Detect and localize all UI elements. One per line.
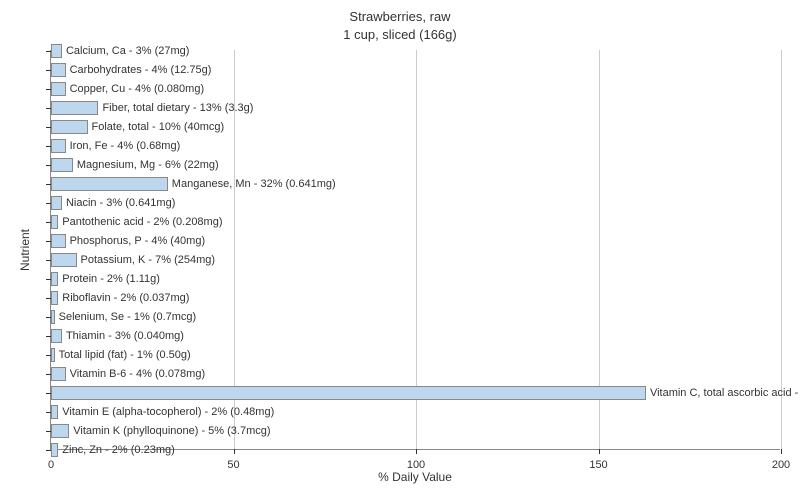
bar-label: Vitamin E (alpha-tocopherol) - 2% (0.48m… xyxy=(62,406,274,418)
bar xyxy=(51,139,66,153)
bar-row: Magnesium, Mg - 6% (22mg) xyxy=(51,158,219,172)
chart-title: Strawberries, raw 1 cup, sliced (166g) xyxy=(0,0,800,44)
bar xyxy=(51,120,88,134)
x-tick-label: 150 xyxy=(589,459,607,471)
bar xyxy=(51,367,66,381)
bar xyxy=(51,443,58,457)
bar xyxy=(51,196,62,210)
bar xyxy=(51,253,77,267)
bar-label: Potassium, K - 7% (254mg) xyxy=(81,254,216,266)
bar xyxy=(51,234,66,248)
bar-row: Vitamin E (alpha-tocopherol) - 2% (0.48m… xyxy=(51,405,274,419)
bar-row: Vitamin K (phylloquinone) - 5% (3.7mcg) xyxy=(51,424,271,438)
bar-row: Potassium, K - 7% (254mg) xyxy=(51,253,215,267)
bar-label: Pantothenic acid - 2% (0.208mg) xyxy=(62,216,222,228)
bar xyxy=(51,177,168,191)
bar xyxy=(51,291,58,305)
bar-row: Protein - 2% (1.11g) xyxy=(51,272,160,286)
bar-row: Total lipid (fat) - 1% (0.50g) xyxy=(51,348,191,362)
bar-label: Iron, Fe - 4% (0.68mg) xyxy=(70,140,181,152)
x-tick-label: 0 xyxy=(48,459,54,471)
bar-label: Folate, total - 10% (40mcg) xyxy=(92,121,225,133)
bar-label: Fiber, total dietary - 13% (3.3g) xyxy=(102,102,253,114)
bar-row: Manganese, Mn - 32% (0.641mg) xyxy=(51,177,336,191)
bar-row: Phosphorus, P - 4% (40mg) xyxy=(51,234,205,248)
nutrient-chart: Strawberries, raw 1 cup, sliced (166g) 0… xyxy=(0,0,800,500)
bar-row: Vitamin C, total ascorbic acid - 163% (9… xyxy=(51,386,800,400)
bar-row: Iron, Fe - 4% (0.68mg) xyxy=(51,139,180,153)
bar-label: Carbohydrates - 4% (12.75g) xyxy=(70,64,212,76)
bar xyxy=(51,158,73,172)
bar-row: Vitamin B-6 - 4% (0.078mg) xyxy=(51,367,205,381)
bar-row: Copper, Cu - 4% (0.080mg) xyxy=(51,82,204,96)
bar-row: Fiber, total dietary - 13% (3.3g) xyxy=(51,101,253,115)
bar-label: Vitamin B-6 - 4% (0.078mg) xyxy=(70,368,206,380)
bar-label: Protein - 2% (1.11g) xyxy=(62,273,160,285)
x-tick-mark xyxy=(599,449,600,454)
bar xyxy=(51,386,646,400)
bar-label: Magnesium, Mg - 6% (22mg) xyxy=(77,159,219,171)
bar-row: Thiamin - 3% (0.040mg) xyxy=(51,329,184,343)
bar xyxy=(51,44,62,58)
plot-area: 050100150200Calcium, Ca - 3% (27mg)Carbo… xyxy=(50,50,780,450)
bar xyxy=(51,405,58,419)
bar-label: Copper, Cu - 4% (0.080mg) xyxy=(70,83,205,95)
bar-label: Thiamin - 3% (0.040mg) xyxy=(66,330,184,342)
bar-row: Zinc, Zn - 2% (0.23mg) xyxy=(51,443,175,457)
bar-row: Folate, total - 10% (40mcg) xyxy=(51,120,224,134)
bar xyxy=(51,348,55,362)
x-tick-mark xyxy=(416,449,417,454)
x-tick-label: 50 xyxy=(227,459,239,471)
bar xyxy=(51,101,98,115)
x-axis-label: % Daily Value xyxy=(378,470,452,484)
bar-label: Total lipid (fat) - 1% (0.50g) xyxy=(59,349,191,361)
bar xyxy=(51,310,55,324)
bar xyxy=(51,329,62,343)
bar-row: Pantothenic acid - 2% (0.208mg) xyxy=(51,215,223,229)
bar xyxy=(51,215,58,229)
bar-label: Vitamin C, total ascorbic acid - 163% (9… xyxy=(650,387,800,399)
bar-row: Carbohydrates - 4% (12.75g) xyxy=(51,63,211,77)
title-line-2: 1 cup, sliced (166g) xyxy=(343,27,456,42)
bar-label: Vitamin K (phylloquinone) - 5% (3.7mcg) xyxy=(73,425,270,437)
bar-row: Selenium, Se - 1% (0.7mcg) xyxy=(51,310,196,324)
x-tick-mark xyxy=(234,449,235,454)
bar xyxy=(51,272,58,286)
y-axis-label: Nutrient xyxy=(18,229,32,271)
bar-label: Manganese, Mn - 32% (0.641mg) xyxy=(172,178,336,190)
bar-label: Phosphorus, P - 4% (40mg) xyxy=(70,235,206,247)
bar-label: Riboflavin - 2% (0.037mg) xyxy=(62,292,189,304)
title-line-1: Strawberries, raw xyxy=(349,9,450,24)
bar-label: Selenium, Se - 1% (0.7mcg) xyxy=(59,311,197,323)
bar-label: Calcium, Ca - 3% (27mg) xyxy=(66,45,189,57)
bar-row: Niacin - 3% (0.641mg) xyxy=(51,196,175,210)
x-tick-mark xyxy=(781,449,782,454)
bar xyxy=(51,424,69,438)
bar-label: Zinc, Zn - 2% (0.23mg) xyxy=(62,444,174,456)
bar-label: Niacin - 3% (0.641mg) xyxy=(66,197,175,209)
bar-row: Riboflavin - 2% (0.037mg) xyxy=(51,291,189,305)
bar xyxy=(51,82,66,96)
x-tick-label: 200 xyxy=(772,459,790,471)
bar xyxy=(51,63,66,77)
bar-row: Calcium, Ca - 3% (27mg) xyxy=(51,44,189,58)
